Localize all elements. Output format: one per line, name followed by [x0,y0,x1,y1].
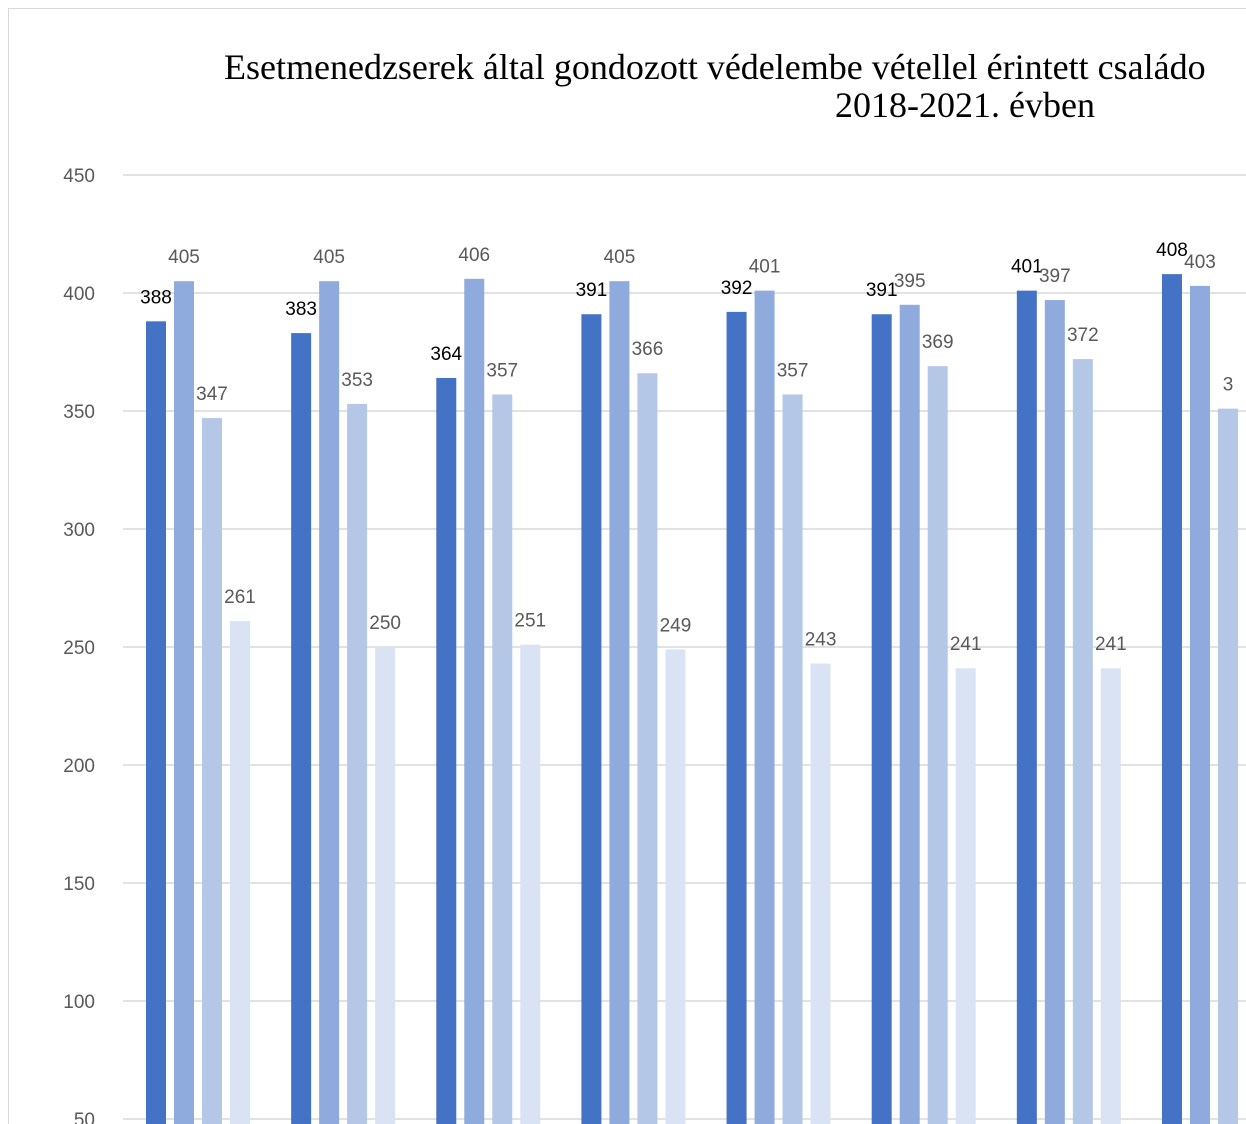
bar [1016,290,1037,1124]
bar [230,621,250,1124]
data-label: 391 [576,280,608,301]
chart-frame: Esetmenedzserek által gondozott védelemb… [8,8,1246,1124]
data-label: 405 [604,247,636,268]
bar [492,394,513,1124]
data-label: 251 [514,611,546,632]
data-label: 403 [1184,252,1216,273]
bar [726,311,747,1124]
y-tick-label: 350 [63,402,95,423]
data-label: 391 [866,280,898,301]
data-label: 369 [922,332,954,353]
bar [202,418,222,1124]
data-label: 261 [224,587,256,608]
bars [146,274,1238,1124]
bar [319,281,340,1124]
bar [347,403,368,1124]
data-label: 388 [140,287,172,308]
data-label: 395 [894,271,926,292]
bar [375,647,396,1124]
data-label: 383 [285,299,317,320]
bar [1161,274,1182,1124]
data-label: 405 [168,247,200,268]
bar [581,314,602,1124]
data-label: 353 [341,370,373,391]
y-tick-label: 450 [63,166,95,187]
bar [1072,359,1093,1124]
y-tick-label: 100 [63,992,95,1013]
bar [609,281,630,1124]
bar [1189,285,1210,1124]
data-label: 392 [721,278,753,299]
y-tick-label: 400 [63,284,95,305]
data-label: 347 [196,384,228,405]
y-tick-label: 300 [63,520,95,541]
bar [436,377,457,1124]
data-label: 366 [632,339,664,360]
data-label: 372 [1067,325,1099,346]
y-tick-label: 50 [74,1110,95,1124]
bar [146,321,166,1124]
bar [754,290,775,1124]
bar [174,281,194,1124]
y-tick-label: 250 [63,638,95,659]
y-axis-tick-labels: 50 100 150 200 250 300 350 400 450 [63,166,95,1124]
bar [291,333,312,1124]
bar [871,314,892,1124]
bar [665,649,686,1124]
data-label: 243 [805,630,837,651]
bar [1217,408,1238,1124]
bar [520,644,541,1124]
data-label: 250 [369,613,401,634]
data-label: 401 [749,257,781,278]
bar [464,278,485,1124]
y-tick-label: 200 [63,756,95,777]
data-label: 364 [430,344,462,365]
data-label: 357 [486,360,518,381]
data-label: 397 [1039,266,1071,287]
data-label: 249 [660,615,692,636]
chart-title-line-2: 2018-2021. évben [835,85,1095,125]
data-label: 357 [777,360,809,381]
bar-chart: Esetmenedzserek által gondozott védelemb… [63,47,1246,1124]
bar [1100,668,1121,1124]
bar [782,394,803,1124]
data-label: 408 [1156,240,1188,261]
y-tick-label: 150 [63,874,95,895]
data-label: 405 [313,247,345,268]
data-label: 241 [1095,634,1127,655]
bar [810,663,831,1124]
data-label: 3 [1223,375,1234,396]
bar [927,366,948,1124]
bar [1044,300,1065,1124]
chart-title-line-1: Esetmenedzserek által gondozott védelemb… [224,47,1206,87]
data-label: 241 [950,634,982,655]
data-label: 401 [1011,257,1043,278]
bar [899,304,920,1124]
bar [955,668,976,1124]
bar [637,373,658,1124]
data-label: 406 [458,245,490,266]
